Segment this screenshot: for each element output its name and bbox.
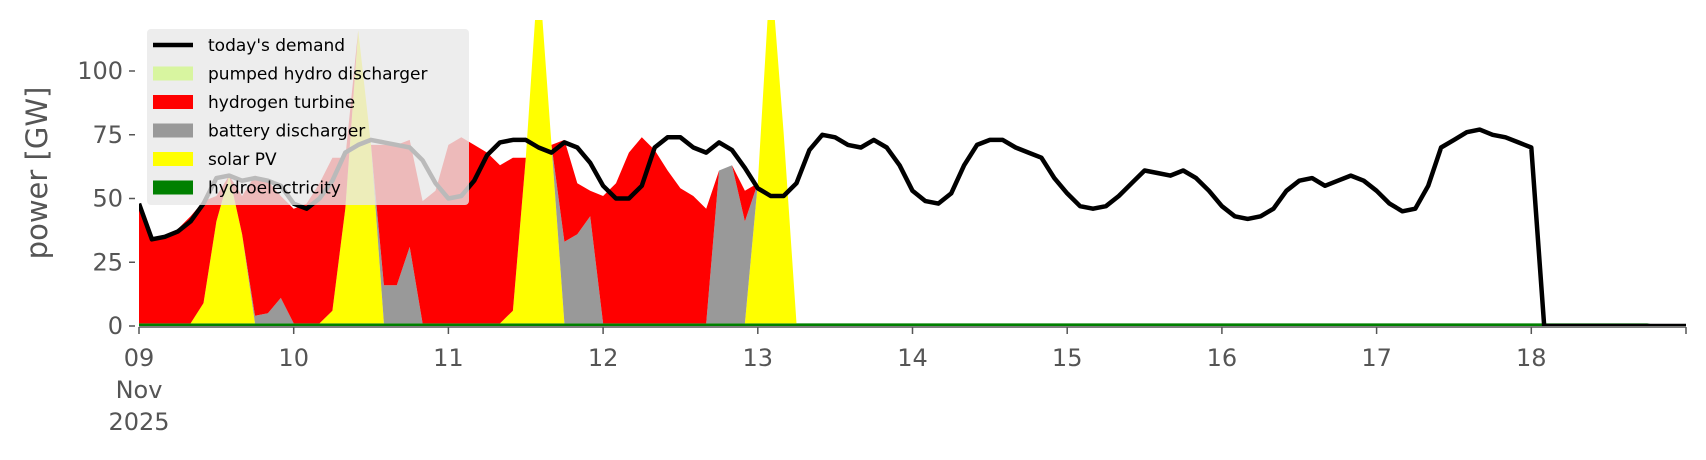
x-tick-label: 09 xyxy=(124,344,155,372)
x-tick-label: 17 xyxy=(1361,344,1392,372)
legend-swatch-hydroelectricity xyxy=(153,180,193,195)
x-tick-label: 11 xyxy=(433,344,464,372)
x-tick-label: 2025 xyxy=(108,408,169,436)
x-tick-label: 14 xyxy=(897,344,928,372)
area-hydroelectricity xyxy=(139,323,1686,326)
legend-swatch-pumped-hydro-discharger xyxy=(153,66,193,81)
legend-label-pumped-hydro-discharger: pumped hydro discharger xyxy=(208,65,427,85)
x-tick-label: 16 xyxy=(1207,344,1238,372)
x-tick-label: 10 xyxy=(278,344,309,372)
legend-swatch-solar-pv xyxy=(153,152,193,166)
legend-label-today-s-demand: today's demand xyxy=(208,36,345,56)
x-tick-label: 12 xyxy=(588,344,619,372)
y-tick-label: 75 xyxy=(92,121,123,149)
x-tick-label: Nov xyxy=(116,376,163,404)
x-tick-label: 13 xyxy=(743,344,774,372)
legend-swatch-battery-discharger xyxy=(153,123,193,138)
legend-box xyxy=(147,29,469,205)
legend-label-solar-pv: solar PV xyxy=(208,150,277,170)
y-axis-label: power [GW] xyxy=(20,87,54,260)
area-solar-pv xyxy=(139,20,1686,326)
legend-label-hydrogen-turbine: hydrogen turbine xyxy=(208,93,355,113)
axes: 0 25 50 75 100 09 Nov 2025 10 11 12 13 14 15 16 17 18 xyxy=(77,57,1687,436)
legend-label-hydroelectricity: hydroelectricity xyxy=(208,179,341,199)
y-tick-label: 25 xyxy=(92,248,123,276)
x-tick-label: 18 xyxy=(1516,344,1547,372)
y-tick-label: 0 xyxy=(108,312,123,340)
legend-label-battery-discharger: battery discharger xyxy=(208,122,365,142)
y-tick-label: 100 xyxy=(77,57,123,85)
x-tick-label: 15 xyxy=(1052,344,1083,372)
legend-swatch-hydrogen-turbine xyxy=(153,95,193,109)
legend: today's demand pumped hydro discharger hyd… xyxy=(147,29,469,205)
y-tick-label: 50 xyxy=(92,185,123,213)
